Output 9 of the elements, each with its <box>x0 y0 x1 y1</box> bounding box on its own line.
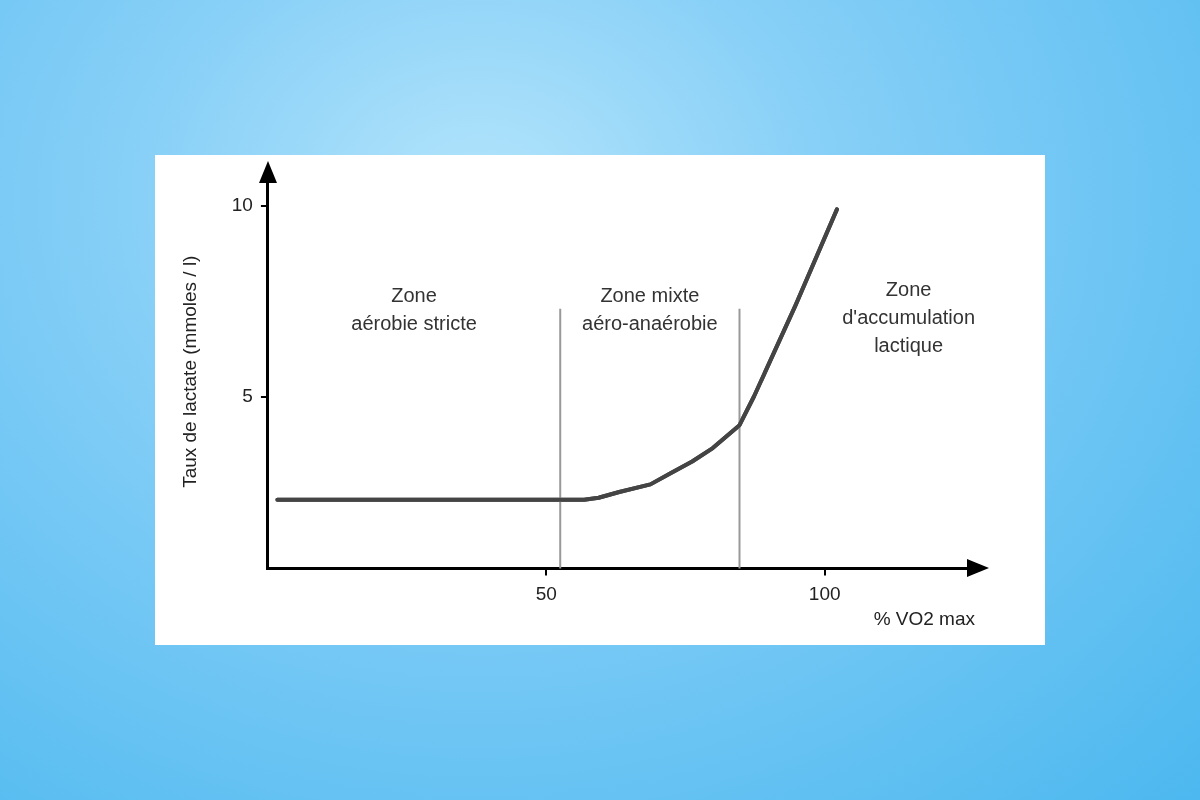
y-axis-title: Taux de lactate (mmoles / l) <box>178 255 200 488</box>
annotation: Zone aérobie stricte <box>351 283 477 334</box>
x-tick-label: 50 <box>535 583 557 605</box>
annotation: Zone d'accumulation lactique <box>842 277 976 356</box>
annotation: Zone mixte aéro-anaérobie <box>582 283 718 334</box>
x-axis-title: % VO2 max <box>873 607 976 629</box>
y-tick-label: 10 <box>231 193 253 215</box>
x-tick-label: 100 <box>808 583 841 605</box>
y-tick-label: 5 <box>242 384 253 406</box>
